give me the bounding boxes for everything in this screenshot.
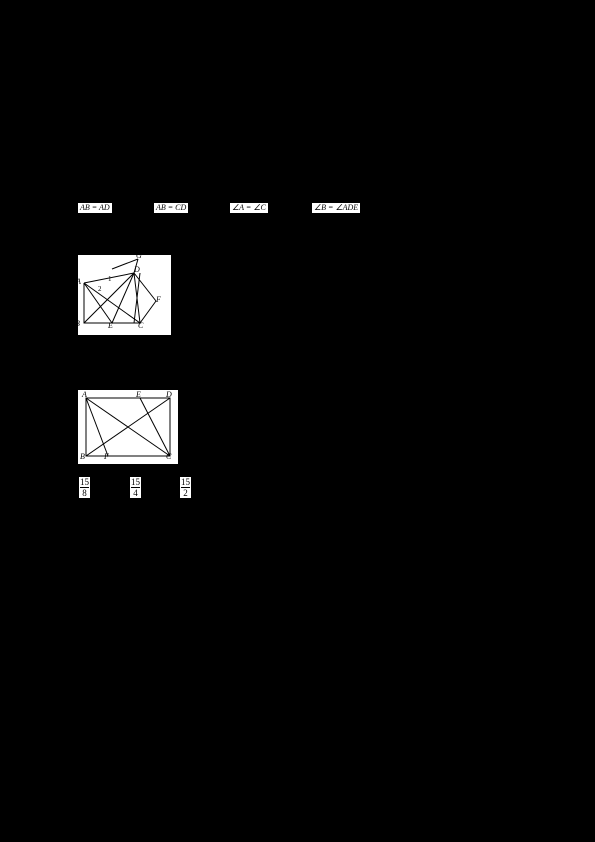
d1-C: C [138,321,143,330]
d2-B: B [80,452,85,461]
boxed-expr-0: AB = AD [77,202,113,214]
boxed-expr-2: ∠A = ∠C [229,202,269,214]
boxed-expr-1: AB = CD [153,202,189,214]
diagram-1: A B C D E F G 1 2 [77,254,172,336]
d1-F: F [156,295,161,304]
fraction-2: 15 2 [180,477,191,498]
fraction-0-num: 15 [80,477,89,488]
d1-2: 2 [98,285,102,293]
d1-B: B [75,319,80,328]
d2-D: D [166,390,172,399]
boxed-expr-3: ∠B = ∠ADE [311,202,361,214]
d2-E: E [136,390,141,399]
d1-A: A [76,277,81,286]
fraction-2-num: 15 [181,477,190,488]
diagram-2: A E D B F C [77,389,179,465]
page: AB = AD AB = CD ∠A = ∠C ∠B = ∠ADE [0,0,595,842]
d1-D: D [134,265,140,274]
fraction-1-den: 4 [131,488,140,498]
diagram-2-svg [78,390,178,464]
d2-A: A [82,390,87,399]
d2-C: C [166,452,171,461]
d1-E: E [108,321,113,330]
fraction-0-den: 8 [80,488,89,498]
d2-F: F [104,452,109,461]
fraction-1: 15 4 [130,477,141,498]
d1-1: 1 [108,275,112,283]
fraction-1-num: 15 [131,477,140,488]
fraction-0: 15 8 [79,477,90,498]
fraction-2-den: 2 [181,488,190,498]
d1-G: G [136,251,142,260]
